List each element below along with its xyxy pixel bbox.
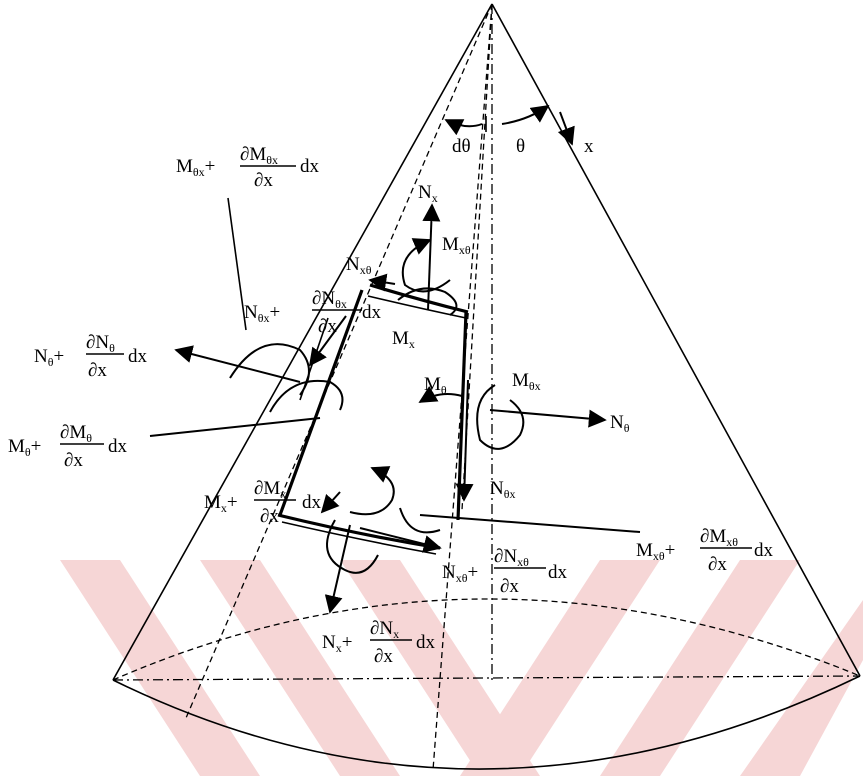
svg-text:dx: dx [108, 436, 128, 457]
svg-text:Mθx+: Mθx+ [176, 156, 215, 179]
svg-text:dx: dx [362, 302, 382, 323]
label-N-thetax: Nθx [490, 478, 515, 501]
svg-text:∂x: ∂x [708, 554, 727, 575]
svg-text:∂Nx: ∂Nx [370, 618, 399, 641]
angle-arcs [444, 104, 575, 146]
label-N-theta-increment: Nθ+ ∂Nθ ∂x dx [34, 332, 148, 381]
svg-text:Mθ+: Mθ+ [8, 436, 41, 459]
label-M-xtheta-increment: Mxθ+ ∂Mxθ ∂x dx [636, 526, 774, 575]
svg-text:∂Nθx: ∂Nθx [312, 288, 347, 311]
label-N-xtheta-increment: Nxθ+ ∂Nxθ ∂x dx [442, 546, 568, 597]
labels: dθ θ x Nx Mxθ Nxθ Mx Mθ Mθx Nθ Nθx Mθx+ … [8, 136, 774, 667]
label-M-thetax-increment: Mθx+ ∂Mθx ∂x dx [176, 144, 320, 191]
svg-text:dx: dx [128, 346, 148, 367]
svg-text:Mx+: Mx+ [204, 492, 238, 515]
label-N-xtheta: Nxθ [346, 254, 372, 277]
label-theta: θ [516, 136, 525, 157]
svg-text:dx: dx [300, 156, 320, 177]
svg-text:∂Mx: ∂Mx [254, 478, 286, 501]
svg-text:∂x: ∂x [88, 360, 107, 381]
svg-text:∂x: ∂x [64, 450, 83, 471]
svg-text:Nx+: Nx+ [322, 632, 352, 655]
watermark [60, 560, 863, 776]
svg-text:∂Mxθ: ∂Mxθ [700, 526, 738, 549]
svg-text:Nxθ+: Nxθ+ [442, 562, 478, 585]
svg-text:Mxθ+: Mxθ+ [636, 540, 675, 563]
label-x-axis: x [584, 136, 594, 157]
svg-text:∂Nxθ: ∂Nxθ [494, 546, 529, 569]
svg-text:Nθ+: Nθ+ [34, 346, 64, 369]
svg-text:∂x: ∂x [500, 576, 519, 597]
label-M-theta: Mθ [424, 374, 447, 397]
label-M-thetax: Mθx [512, 370, 541, 393]
svg-text:∂x: ∂x [374, 646, 393, 667]
label-N-theta: Nθ [610, 412, 630, 435]
label-N-x: Nx [418, 182, 438, 205]
svg-text:∂Nθ: ∂Nθ [86, 332, 115, 355]
svg-text:∂x: ∂x [260, 506, 279, 527]
label-dtheta: dθ [452, 136, 471, 157]
svg-text:∂Mθx: ∂Mθx [240, 144, 278, 167]
label-M-xtheta: Mxθ [442, 234, 471, 257]
svg-text:∂Mθ: ∂Mθ [60, 422, 92, 445]
svg-text:dx: dx [416, 632, 436, 653]
svg-text:dx: dx [548, 562, 568, 583]
force-arrows [149, 197, 641, 614]
label-M-theta-increment: Mθ+ ∂Mθ ∂x dx [8, 422, 128, 471]
svg-text:∂x: ∂x [254, 170, 273, 191]
label-N-thetax-increment: Nθx+ ∂Nθx ∂x dx [244, 288, 382, 337]
label-M-x-increment: Mx+ ∂Mx ∂x dx [204, 478, 322, 527]
svg-text:dx: dx [302, 492, 322, 513]
svg-text:dx: dx [754, 540, 774, 561]
svg-text:Nθx+: Nθx+ [244, 302, 280, 325]
label-N-x-increment: Nx+ ∂Nx ∂x dx [322, 618, 436, 667]
label-M-x: Mx [392, 328, 415, 351]
shell-element [277, 283, 469, 555]
svg-text:∂x: ∂x [318, 316, 337, 337]
